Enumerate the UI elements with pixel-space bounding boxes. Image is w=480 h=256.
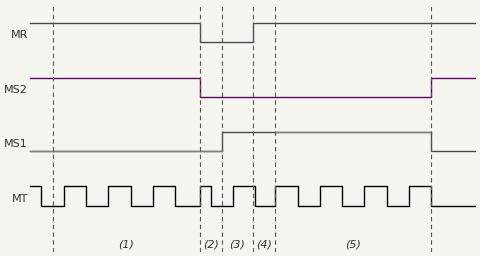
- Text: MS2: MS2: [4, 85, 28, 95]
- Text: (5): (5): [346, 239, 361, 249]
- Text: (2): (2): [203, 239, 219, 249]
- Text: MR: MR: [11, 30, 28, 40]
- Text: (1): (1): [118, 239, 134, 249]
- Text: MT: MT: [12, 194, 28, 204]
- Text: MS1: MS1: [4, 139, 28, 149]
- Text: (3): (3): [229, 239, 245, 249]
- Text: (4): (4): [256, 239, 272, 249]
